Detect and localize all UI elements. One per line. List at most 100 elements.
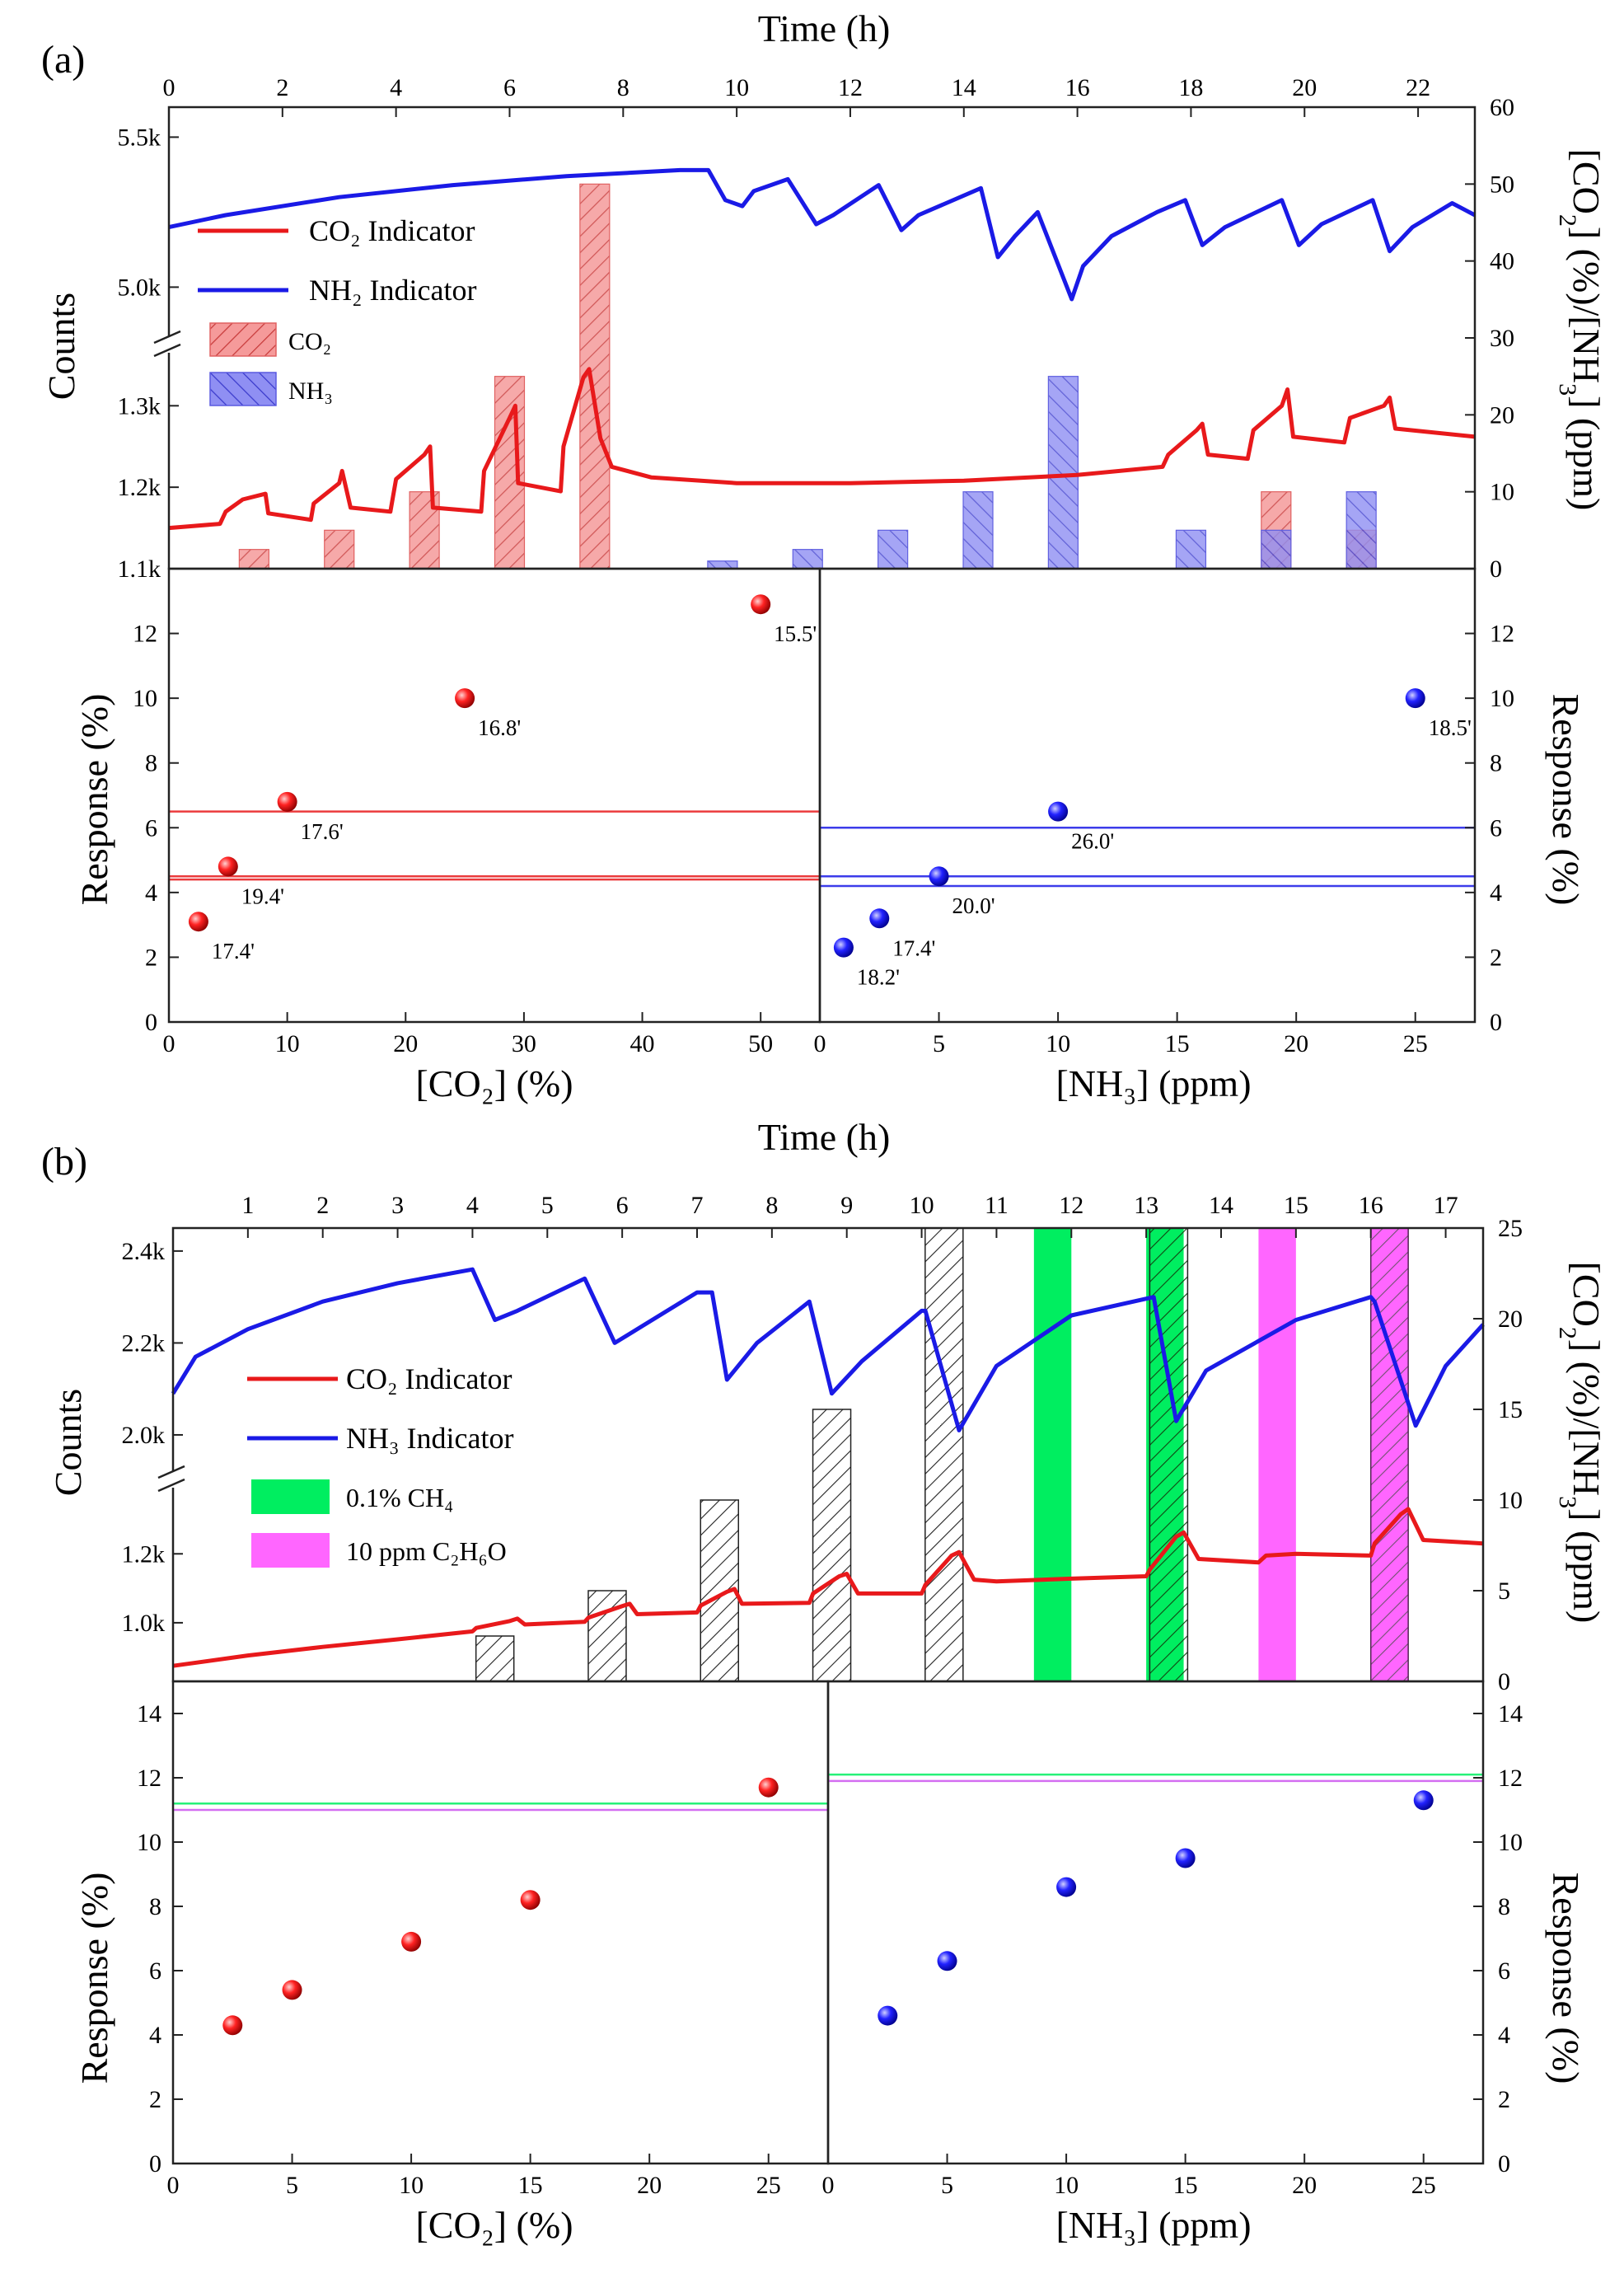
a-bl-point-label-1: 19.4' bbox=[241, 884, 284, 908]
b-br-ytick-r-label-3: 6 bbox=[1498, 1957, 1510, 1985]
legend-co2-bar-swatch bbox=[209, 322, 277, 357]
a-top-xtick-label-3: 6 bbox=[503, 74, 516, 101]
panel-a-response-left-label: Response (%) bbox=[73, 694, 115, 906]
a-br-point-label-4: 18.5' bbox=[1429, 715, 1472, 740]
b-br-ytick-r-label-5: 10 bbox=[1498, 1829, 1523, 1856]
a-top-xtick-label-8: 16 bbox=[1065, 74, 1090, 101]
b-br-point-4 bbox=[1413, 1790, 1434, 1811]
a-bl-point-4 bbox=[751, 594, 771, 615]
b-bl-ytick-label-1: 2 bbox=[149, 2086, 161, 2113]
b-bl-ytick-label-5: 10 bbox=[137, 1829, 161, 1856]
a-br-point-1 bbox=[869, 908, 890, 929]
a-br-ytick-r-label-6: 12 bbox=[1490, 621, 1514, 648]
a-top-righttick-label-3: 30 bbox=[1490, 325, 1514, 352]
a-top-righttick-label-1: 10 bbox=[1490, 479, 1514, 506]
b-top-xtick-label-14: 15 bbox=[1284, 1192, 1308, 1219]
a-br-point-3 bbox=[1048, 801, 1069, 822]
a-br-xtick-label-5: 25 bbox=[1403, 1030, 1428, 1057]
b-top-xtick-label-11: 12 bbox=[1059, 1192, 1083, 1219]
a-top-xtick-label-6: 12 bbox=[838, 74, 863, 101]
a-bl-ytick-label-3: 6 bbox=[145, 814, 157, 841]
a-bl-frame bbox=[167, 567, 821, 1024]
panel-a-counts-label: Counts bbox=[40, 293, 82, 400]
b-top-bar-3 bbox=[812, 1409, 852, 1682]
a-bl-ytick-label-1: 2 bbox=[145, 944, 157, 971]
a-br-ytick-r-label-5: 10 bbox=[1490, 685, 1514, 712]
b-top-xtick-label-7: 8 bbox=[765, 1192, 778, 1219]
a-br-point-2 bbox=[929, 866, 949, 887]
legend-nh-indicator-label: NH₂ Indicator bbox=[309, 274, 476, 307]
a-top-series-1 bbox=[168, 167, 1477, 302]
a-br-point-label-1: 17.4' bbox=[892, 935, 935, 960]
panel-a-time-title: Time (h) bbox=[758, 7, 891, 49]
b-bl-xtick-label-4: 20 bbox=[637, 2172, 662, 2199]
a-bl-ytick-label-5: 10 bbox=[133, 685, 157, 712]
b-top-bar-4 bbox=[924, 1227, 964, 1682]
a-bl-point-label-2: 17.6' bbox=[301, 819, 344, 844]
b-top-lefttick-upper-label-0: 2.0k bbox=[122, 1422, 166, 1449]
b-br-xtick-label-1: 5 bbox=[941, 2172, 953, 2199]
b-br-xtick-label-2: 10 bbox=[1054, 2172, 1079, 2199]
a-top-lefttick-lower-label-1: 1.2k bbox=[118, 474, 161, 501]
b-top-lefttick-upper-label-2: 2.4k bbox=[122, 1238, 166, 1265]
a-top-bar-0 bbox=[238, 549, 269, 570]
b-bl-point-0 bbox=[222, 2015, 243, 2036]
a-top-break-mask bbox=[157, 336, 180, 353]
b-top-break-mark-1 bbox=[157, 1465, 185, 1479]
b-top-righttick-label-1: 5 bbox=[1498, 1578, 1510, 1605]
b-bl-ytick-label-2: 4 bbox=[149, 2022, 161, 2049]
b-bl-xtick-label-3: 15 bbox=[518, 2172, 543, 2199]
b-top-righttick-label-4: 20 bbox=[1498, 1306, 1523, 1333]
panel-a-response-right-label: Response (%) bbox=[1545, 694, 1587, 906]
b-top-ethanol-hatch bbox=[1369, 1227, 1409, 1682]
b-bl-ytick-label-4: 8 bbox=[149, 1893, 161, 1920]
a-bl-ytick-label-6: 12 bbox=[133, 621, 157, 648]
b-bl-point-3 bbox=[520, 1890, 541, 1910]
b-top-xtick-label-8: 9 bbox=[840, 1192, 853, 1219]
a-bl-point-2 bbox=[277, 791, 297, 812]
b-br-frame bbox=[826, 1680, 1485, 2165]
b-top-xtick-label-9: 10 bbox=[910, 1192, 934, 1219]
legend-b-ch4-label: 0.1% CH₄ bbox=[346, 1483, 453, 1512]
legend-co2-bar-label: CO₂ bbox=[288, 328, 331, 355]
panel-b-co2-xlabel: [CO₂] (%) bbox=[415, 2204, 573, 2246]
a-bl-point-3 bbox=[455, 688, 475, 709]
a-bl-ytick-label-4: 8 bbox=[145, 750, 157, 777]
b-top-righttick-label-5: 25 bbox=[1498, 1215, 1523, 1242]
panel-a-nh3-xlabel: [NH₃] (ppm) bbox=[1055, 1062, 1251, 1104]
a-bl-point-label-0: 17.4' bbox=[212, 939, 255, 963]
b-top-xtick-label-15: 16 bbox=[1359, 1192, 1383, 1219]
a-top-xtick-label-5: 10 bbox=[724, 74, 749, 101]
a-br-xtick-label-2: 10 bbox=[1046, 1030, 1070, 1057]
panel-a-label: (a) bbox=[41, 38, 85, 82]
b-br-ytick-r-label-2: 4 bbox=[1498, 2022, 1510, 2049]
legend-nh3-bar-swatch bbox=[209, 372, 277, 406]
b-br-ytick-r-label-0: 0 bbox=[1498, 2150, 1510, 2178]
a-top-righttick-label-0: 0 bbox=[1490, 556, 1502, 583]
panel-b-response-right-label: Response (%) bbox=[1545, 1873, 1587, 2084]
a-top-xtick-label-9: 18 bbox=[1178, 74, 1203, 101]
a-bl-point-1 bbox=[218, 856, 238, 877]
legend-b-co2-indicator-label: CO₂ Indicator bbox=[346, 1362, 512, 1395]
a-top-xtick-label-0: 0 bbox=[163, 74, 176, 101]
a-top-bar-9 bbox=[1047, 376, 1079, 570]
b-top-xtick-label-0: 1 bbox=[241, 1192, 254, 1219]
b-bl-point-4 bbox=[758, 1777, 779, 1798]
b-top-xtick-label-5: 6 bbox=[616, 1192, 629, 1219]
b-top-xtick-label-4: 5 bbox=[541, 1192, 554, 1219]
b-top-break-mark-2 bbox=[157, 1478, 185, 1493]
panel-b-nh3-xlabel: [NH₃] (ppm) bbox=[1055, 2204, 1251, 2246]
b-bl-ytick-label-3: 6 bbox=[149, 1957, 161, 1985]
a-top-xtick-label-1: 2 bbox=[276, 74, 288, 101]
a-top-xtick-label-4: 8 bbox=[617, 74, 629, 101]
b-br-xtick-label-5: 25 bbox=[1411, 2172, 1436, 2199]
a-bl-point-0 bbox=[188, 912, 208, 932]
b-top-righttick-label-3: 15 bbox=[1498, 1396, 1523, 1423]
b-top-xtick-label-6: 7 bbox=[691, 1192, 704, 1219]
legend-co2-indicator-label: CO₂ Indicator bbox=[309, 214, 475, 247]
b-top-bar-1 bbox=[587, 1590, 627, 1682]
b-bl-xtick-label-0: 0 bbox=[167, 2172, 180, 2199]
a-bl-point-label-3: 16.8' bbox=[478, 715, 521, 740]
a-top-break-mark-2 bbox=[153, 343, 181, 358]
b-bl-point-2 bbox=[401, 1931, 422, 1952]
